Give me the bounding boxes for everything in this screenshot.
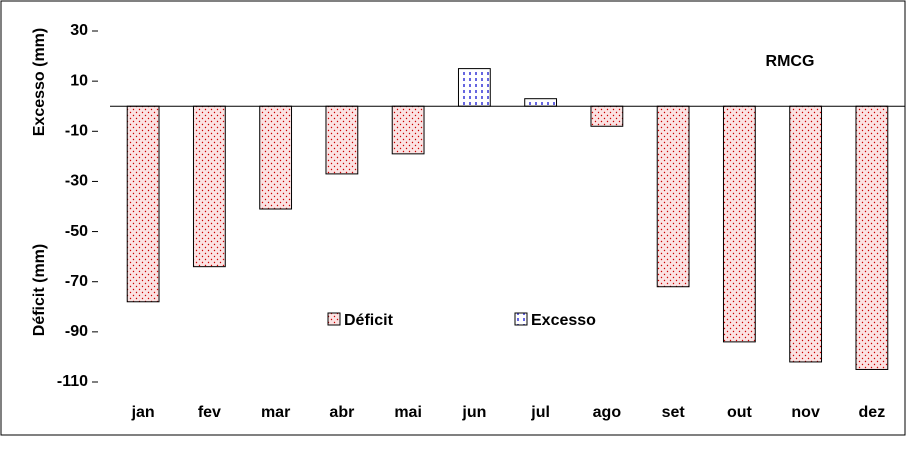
- bar: [192, 105, 226, 268]
- legend-swatch: [327, 312, 341, 326]
- bar: [656, 105, 690, 288]
- legend-label: Déficit: [344, 312, 394, 329]
- bar: [325, 105, 359, 175]
- y-tick-label: -50: [65, 223, 88, 240]
- x-tick-label: dez: [859, 404, 886, 421]
- bar: [722, 105, 756, 343]
- bar: [524, 98, 558, 107]
- y-tick-label: 30: [70, 22, 88, 39]
- bar: [126, 105, 160, 303]
- y-tick-label: -70: [65, 273, 88, 290]
- x-tick-label: fev: [198, 404, 221, 421]
- bar: [391, 105, 425, 155]
- x-tick-label: set: [662, 404, 686, 421]
- legend-label: Excesso: [531, 312, 596, 329]
- y-tick-label: -110: [57, 373, 88, 390]
- legend-swatch: [514, 312, 528, 326]
- y-axis-label: Excesso (mm): [31, 28, 48, 137]
- y-tick-label: -10: [65, 123, 88, 140]
- bar: [259, 105, 293, 210]
- bar: [590, 105, 624, 127]
- x-tick-label: jul: [530, 404, 550, 421]
- x-tick-label: abr: [329, 404, 354, 421]
- y-tick-label: 10: [70, 72, 88, 89]
- x-tick-label: jun: [461, 404, 486, 421]
- x-tick-label: mar: [261, 404, 290, 421]
- bar: [855, 105, 889, 370]
- x-tick-label: jan: [131, 404, 155, 421]
- x-tick-label: nov: [791, 404, 820, 421]
- y-tick-label: -90: [65, 323, 88, 340]
- annotation: RMCG: [766, 53, 815, 70]
- y-tick-label: -30: [65, 173, 88, 190]
- bar: [457, 68, 491, 107]
- bar: [789, 105, 823, 363]
- x-tick-label: ago: [593, 404, 622, 421]
- x-tick-label: mai: [394, 404, 422, 421]
- y-axis-label: Déficit (mm): [31, 244, 48, 336]
- x-tick-label: out: [727, 404, 753, 421]
